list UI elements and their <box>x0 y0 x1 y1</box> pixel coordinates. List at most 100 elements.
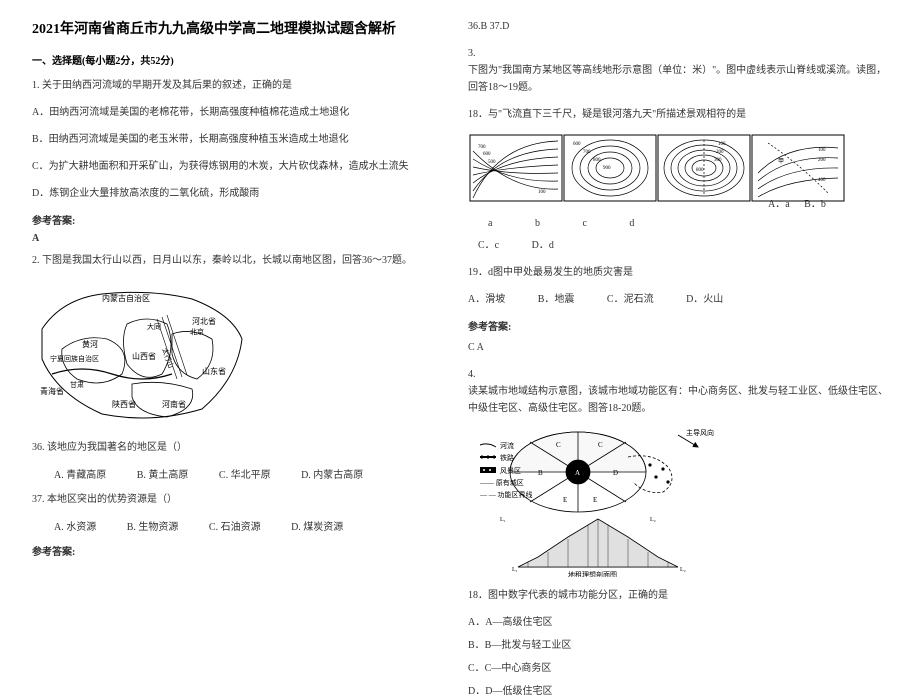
svg-text:400: 400 <box>818 178 826 183</box>
svg-text:L₂: L₂ <box>680 567 686 573</box>
label-henan: 河南省 <box>162 399 186 409</box>
svg-text:300: 300 <box>714 158 722 163</box>
q19-opt-c: C．泥石流 <box>607 291 654 308</box>
contour-labels: a b c d <box>488 218 888 229</box>
q36-opt-d: D. 内蒙古高原 <box>301 466 363 481</box>
q19-opt-b: B．地震 <box>538 291 575 308</box>
q37-opt-c: C. 石油资源 <box>209 518 261 533</box>
svg-text:L₂: L₂ <box>650 517 656 523</box>
svg-text:600: 600 <box>483 152 491 157</box>
right-column: 36.B 37.D 3. 下图为"我国南方某地区等高线地形示意图（单位：米）"。… <box>460 18 896 633</box>
section-1-header: 一、选择题(每小题2分，共52分) <box>32 52 452 67</box>
label-huanghe: 黄河 <box>82 339 98 349</box>
q4-18: 18．图中数字代表的城市功能分区，正确的是 <box>468 587 888 604</box>
svg-text:— — 功能区界线: — — 功能区界线 <box>479 490 533 499</box>
q3-18-opt-d: D．d <box>532 237 554 254</box>
label-beijing: 北京 <box>190 327 204 336</box>
q19-opt-d: D．火山 <box>686 291 723 308</box>
q3-18-right-opts: A．a B．b <box>768 195 888 210</box>
label-datong: 大同 <box>147 322 161 331</box>
label-neimenggu: 内蒙古自治区 <box>102 293 150 303</box>
q1-opt-c: C．为扩大耕地面积和开采矿山，为获得炼钢用的木炭，大片砍伐森林，造成水土流失 <box>32 158 452 175</box>
q1-answer-value: A <box>32 233 452 244</box>
svg-text:700: 700 <box>583 150 591 155</box>
q3-stem: 下图为"我国南方某地区等高线地形示意图（单位：米）"。图中虚线表示山脊线或溪流。… <box>468 62 888 96</box>
q36-options: A. 青藏高原 B. 黄土高原 C. 华北平原 D. 内蒙古高原 <box>54 466 452 481</box>
q36-opt-c: C. 华北平原 <box>219 466 271 481</box>
label-ningxia: 宁夏回族自治区 <box>50 354 99 363</box>
q2-stem: 2. 下图是我国太行山以西，日月山以东，秦岭以北，长城以南地区图，回答36～37… <box>32 252 452 269</box>
svg-text:A: A <box>575 469 580 477</box>
q4-opt-b: B．B—批发与轻工业区 <box>468 637 888 654</box>
q3-19-opts: A．滑坡 B．地震 C．泥石流 D．火山 <box>468 291 888 308</box>
q36-opt-a: A. 青藏高原 <box>54 466 106 481</box>
svg-text:100: 100 <box>718 142 726 147</box>
ans-36-37: 36.B 37.D <box>468 18 888 35</box>
svg-text:100: 100 <box>818 148 826 153</box>
q3-18: 18．与"飞流直下三千尺，疑是银河落九天"所描述景观相符的是 <box>468 106 888 123</box>
q4-stem: 读某城市地域结构示意图，该城市地域功能区有：中心商务区、批发与轻工业区、低级住宅… <box>468 383 888 417</box>
q4-opt-d: D．D—低级住宅区 <box>468 683 888 700</box>
answer-label-2: 参考答案: <box>32 543 452 558</box>
svg-text:B: B <box>538 469 543 477</box>
svg-text:500: 500 <box>488 160 496 165</box>
q19-opt-a: A．滑坡 <box>468 291 505 308</box>
svg-text:铁路: 铁路 <box>500 453 514 462</box>
svg-text:甲: 甲 <box>778 158 784 165</box>
contour-d: d <box>629 218 634 229</box>
map-figure: 内蒙古自治区 河北省 北京 黄河 宁夏回族自治区 山西省 山东省 青海省 甘肃 … <box>32 279 452 429</box>
label-shanxi: 山西省 <box>132 351 156 361</box>
svg-text:河流: 河流 <box>500 441 514 450</box>
q3-answer-value: C A <box>468 339 888 356</box>
q1-answer-label: 参考答案: <box>32 212 452 227</box>
svg-text:C: C <box>556 441 561 449</box>
label-hebei: 河北省 <box>192 316 216 326</box>
q36-opt-b: B. 黄土高原 <box>137 466 189 481</box>
svg-text:E: E <box>593 496 597 504</box>
q3-num: 3. <box>468 45 888 62</box>
label-qinghai: 青海省 <box>40 386 64 396</box>
city-figure: C C B D A E E 主导风向 L₁ L₂ 河流 铁路 风景区 —— 原有城区 —… <box>468 427 888 577</box>
q37-opt-b: B. 生物资源 <box>127 518 179 533</box>
contour-a: a <box>488 218 492 229</box>
svg-text:C: C <box>598 441 603 449</box>
q36-stem: 36. 该地应为我国著名的地区是（） <box>32 439 452 456</box>
q1-opt-d: D．炼钢企业大量排放高浓度的二氧化硫，形成酸雨 <box>32 185 452 202</box>
label-shaanxi: 陕西省 <box>112 399 136 409</box>
q37-opt-a: A. 水资源 <box>54 518 96 533</box>
exam-title: 2021年河南省商丘市九九高级中学高二地理模拟试题含解析 <box>32 18 452 38</box>
svg-text:800: 800 <box>696 168 704 173</box>
svg-text:—— 原有城区: —— 原有城区 <box>479 478 524 487</box>
q4-num: 4. <box>468 366 888 383</box>
contour-c: c <box>582 218 586 229</box>
svg-text:900: 900 <box>603 166 611 171</box>
left-column: 2021年河南省商丘市九九高级中学高二地理模拟试题含解析 一、选择题(每小题2分… <box>24 18 460 633</box>
svg-text:200: 200 <box>818 158 826 163</box>
svg-text:L₁: L₁ <box>500 517 506 523</box>
q37-options: A. 水资源 B. 生物资源 C. 石油资源 D. 煤炭资源 <box>54 518 452 533</box>
q3-19: 19．d图中甲处最易发生的地质灾害是 <box>468 264 888 281</box>
q1-opt-a: A．田纳西河流域是美国的老棉花带，长期高强度种植棉花造成土地退化 <box>32 104 452 121</box>
svg-text:E: E <box>563 496 567 504</box>
svg-text:200: 200 <box>716 150 724 155</box>
profile-label: 地租理想剖面图 <box>568 570 617 577</box>
q3-18-opt-c: C．c <box>478 237 499 254</box>
q3-18-opt-b: B．b <box>804 195 826 210</box>
q37-opt-d: D. 煤炭资源 <box>291 518 343 533</box>
q37-stem: 37. 本地区突出的优势资源是（） <box>32 491 452 508</box>
q4-opt-c: C．C—中心商务区 <box>468 660 888 677</box>
label-shandong: 山东省 <box>202 366 226 376</box>
svg-text:700: 700 <box>478 145 486 150</box>
svg-text:600: 600 <box>573 142 581 147</box>
svg-text:800: 800 <box>593 158 601 163</box>
q4-opt-a: A．A—高级住宅区 <box>468 614 888 631</box>
wind-label: 主导风向 <box>686 428 714 437</box>
contour-b: b <box>535 218 540 229</box>
contour-figure: 700600500100 600700800900 100200300800 甲… <box>468 133 888 203</box>
svg-text:风景区: 风景区 <box>500 467 521 475</box>
svg-text:L₁: L₁ <box>512 567 518 573</box>
svg-text:100: 100 <box>538 190 546 195</box>
svg-text:D: D <box>613 469 618 477</box>
q3-18-cd: C．c D．d <box>478 237 888 254</box>
q1-stem: 1. 关于田纳西河流域的早期开发及其后果的叙述，正确的是 <box>32 77 452 94</box>
